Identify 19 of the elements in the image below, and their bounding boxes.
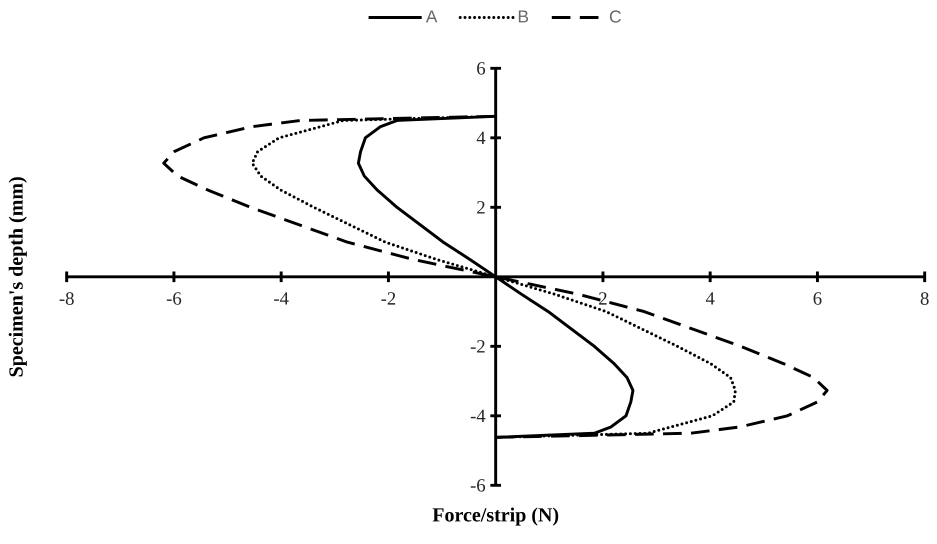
x-tick-label: -4 (274, 292, 289, 304)
x-tick-label: 4 (706, 292, 715, 304)
x-tick-label: -6 (166, 292, 182, 305)
legend-label: A (426, 10, 438, 22)
x-tick-label: 2 (599, 292, 607, 305)
y-tick-label: 2 (477, 201, 485, 214)
y-tick-label: 4 (476, 132, 486, 144)
y-tick-label: -2 (470, 340, 485, 353)
x-tick-label: -8 (60, 292, 74, 305)
legend-label: C (610, 10, 621, 23)
x-axis-title: Force/strip (N) (432, 508, 558, 526)
y-tick-label: 6 (477, 62, 486, 75)
x-tick-label: 8 (920, 292, 929, 305)
y-axis-title: Specimen's depth (mm) (8, 177, 27, 376)
x-tick-label: -2 (381, 292, 396, 305)
y-tick-label: -6 (470, 479, 486, 492)
x-tick-label: 6 (814, 292, 822, 305)
legend-label: B (518, 10, 528, 22)
y-tick-label: -4 (470, 410, 486, 422)
